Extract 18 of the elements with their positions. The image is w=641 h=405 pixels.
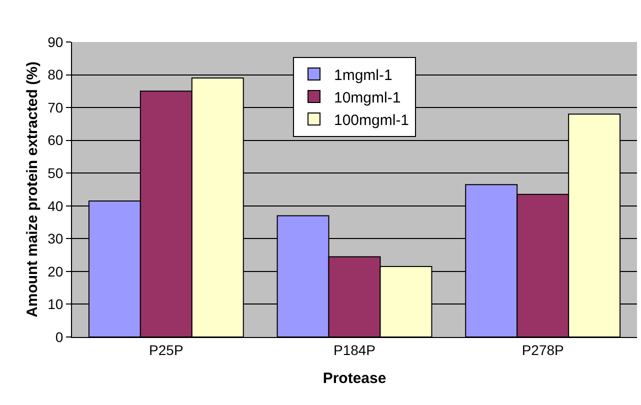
y-tick-label: 30 [48,230,64,247]
y-tick-label: 20 [48,263,64,280]
y-tick-label: 0 [55,328,64,345]
legend-label: 1mgml-1 [334,66,392,84]
y-tick-label: 50 [48,165,64,182]
y-tick-label: 70 [48,99,64,116]
y-tick-label: 80 [48,66,64,83]
y-tick-label: 10 [48,296,64,312]
y-tick-label: 90 [48,34,64,50]
x-tick-label: P278P [522,342,564,358]
legend-label: 10mgml-1 [334,89,401,106]
x-tick-label: P184P [333,342,376,358]
legend-label: 100mgml-1 [334,112,410,129]
x-tick-label: P25P [149,342,184,358]
x-axis-title: Protease [322,370,386,387]
y-axis-title: Amount maize protein extracted (%) [24,62,41,318]
y-tick-label: 60 [48,132,64,148]
y-tick-label: 40 [48,198,64,214]
